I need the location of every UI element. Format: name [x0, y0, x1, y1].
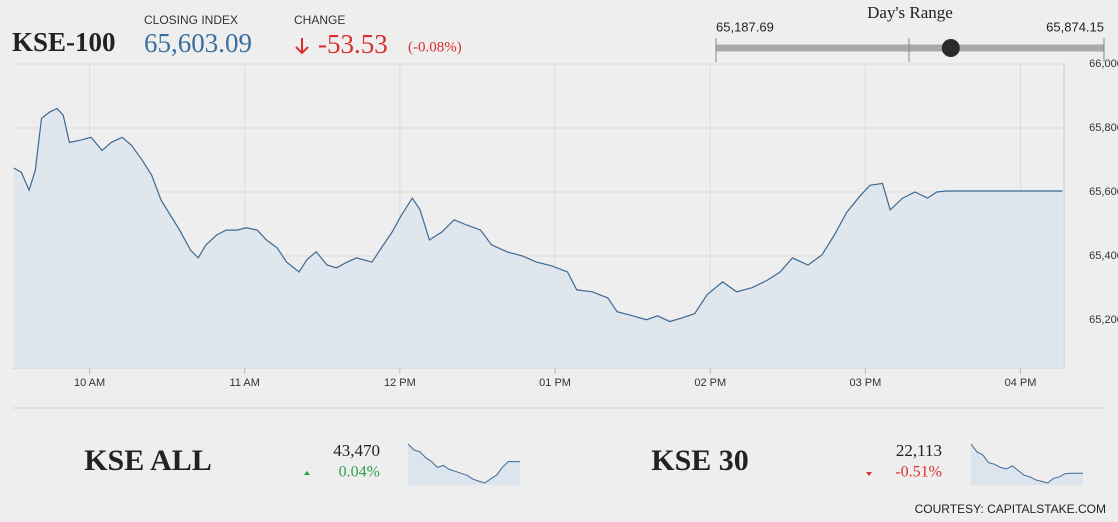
x-tick-label: 10 AM	[74, 377, 105, 389]
x-tick-label: 01 PM	[539, 377, 571, 389]
y-tick-label: 65,800	[1089, 122, 1118, 134]
sparkline-area	[971, 444, 1083, 485]
y-tick-label: 65,200	[1089, 314, 1118, 326]
index-change: -0.51%	[895, 464, 942, 481]
range-marker	[941, 39, 960, 57]
index-value: 43,470	[333, 441, 380, 460]
x-tick-label: 11 AM	[230, 377, 260, 389]
x-tick-label: 04 PM	[1005, 377, 1037, 389]
trend-arrow	[866, 472, 872, 476]
x-tick-label: 12 PM	[384, 377, 416, 389]
index-name: KSE 30	[651, 444, 749, 477]
index-title: KSE-100	[12, 27, 116, 57]
range-low-label: 65,187.69	[716, 19, 774, 34]
trend-arrow	[304, 471, 310, 475]
range-title: Day's Range	[867, 3, 953, 22]
price-line	[13, 107, 1063, 323]
down-arrow	[295, 38, 309, 55]
closing-label: CLOSING INDEX	[144, 13, 238, 27]
y-tick-label: 65,600	[1089, 186, 1118, 198]
footer: COURTESY: CAPITALSTAKE.COM	[915, 502, 1106, 516]
closing-value: 65,603.09	[144, 28, 252, 58]
index-name: KSE ALL	[84, 444, 212, 477]
change-percent: (-0.08%)	[408, 39, 462, 55]
area	[13, 108, 1063, 368]
y-tick-label: 66,000	[1089, 58, 1118, 70]
change-label: CHANGE	[294, 13, 345, 27]
index-value: 22,113	[896, 441, 942, 460]
x-tick-label: 03 PM	[849, 377, 881, 389]
y-tick-label: 65,400	[1089, 250, 1118, 262]
change-value: -53.53	[318, 29, 388, 59]
sparkline	[407, 443, 520, 484]
range-high-label: 65,874.15	[1046, 19, 1104, 34]
sparkline-area	[408, 444, 520, 485]
x-tick-label: 02 PM	[694, 377, 726, 389]
sparkline	[970, 443, 1083, 484]
index-change: 0.04%	[339, 464, 380, 481]
